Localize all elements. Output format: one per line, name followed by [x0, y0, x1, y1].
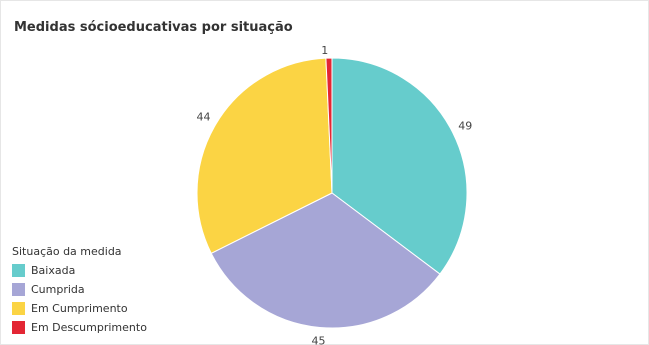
- legend-label: Em Cumprimento: [31, 302, 128, 315]
- legend-label: Em Descumprimento: [31, 321, 147, 334]
- legend-swatch: [12, 283, 25, 296]
- pie-slice-baixada[interactable]: [331, 57, 468, 275]
- legend-swatch: [12, 321, 25, 334]
- data-label-em-cumprimento: 44: [197, 111, 211, 124]
- pie-data-labels: 49 45 44 1: [197, 44, 473, 345]
- legend-swatch: [12, 302, 25, 315]
- data-label-cumprida: 45: [312, 334, 326, 345]
- pie-slice-cumprida[interactable]: [210, 192, 441, 329]
- legend-label: Baixada: [31, 264, 76, 277]
- legend-item-cumprida[interactable]: Cumprida: [12, 280, 147, 299]
- pie-slice-em-descumprimento[interactable]: [325, 57, 333, 194]
- legend-title: Situação da medida: [12, 245, 122, 258]
- legend-swatch: [12, 264, 25, 277]
- legend-item-baixada[interactable]: Baixada: [12, 261, 147, 280]
- pie-slices: [196, 57, 468, 329]
- data-label-baixada: 49: [458, 119, 472, 132]
- legend-items: Baixada Cumprida Em Cumprimento Em Descumpr…: [12, 261, 147, 337]
- chart-title: Medidas sócioeducativas por situação: [14, 20, 293, 35]
- legend-item-em-cumprimento[interactable]: Em Cumprimento: [12, 299, 147, 318]
- legend-item-em-descumprimento[interactable]: Em Descumprimento: [12, 318, 147, 337]
- legend: Situação da medida Baixada Cumprida Em Cum…: [12, 245, 147, 337]
- pie-slice-em-cumprimento[interactable]: [196, 57, 333, 255]
- data-label-em-descumprimento: 1: [321, 44, 328, 57]
- legend-label: Cumprida: [31, 283, 85, 296]
